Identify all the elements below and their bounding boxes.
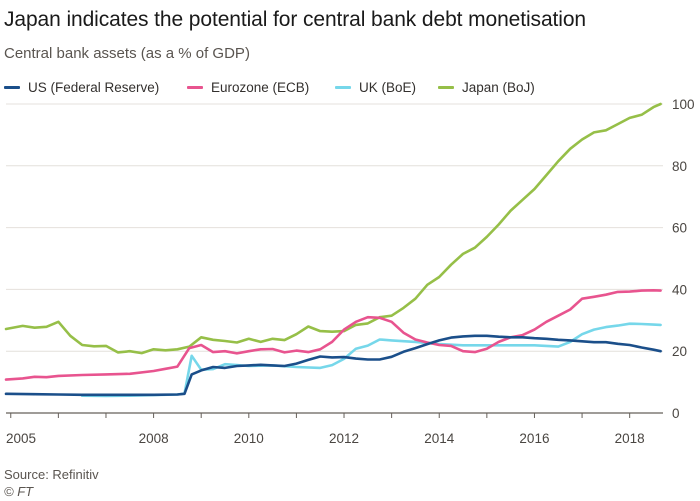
legend-swatch-eurozone (187, 86, 203, 89)
legend-swatch-japan (438, 86, 454, 89)
legend-label-uk: UK (BoE) (359, 80, 417, 95)
legend-label-japan: Japan (BoJ) (462, 80, 535, 95)
source-note: Source: Refinitiv (4, 467, 99, 482)
x-axis: 2005 2008 2010 2012 2014 2016 2018 (6, 412, 663, 446)
y-tick-label: 80 (672, 159, 687, 174)
x-tick-label: 2008 (139, 431, 169, 446)
legend-label-us: US (Federal Reserve) (28, 80, 160, 95)
legend-item-japan: Japan (BoJ) (438, 80, 535, 95)
x-tick-label: 2012 (329, 431, 359, 446)
x-tick-label: 2018 (615, 431, 645, 446)
y-tick-label: 0 (672, 406, 680, 421)
series-line-uk-boe (80, 322, 662, 398)
legend-item-uk: UK (BoE) (335, 80, 416, 95)
series-line-japan-boj (4, 102, 662, 355)
series-line-us-federal-reserve (4, 334, 662, 397)
series-line-eurozone-ecb (4, 289, 662, 381)
chart-subtitle: Central bank assets (as a % of GDP) (4, 45, 250, 62)
y-axis-labels: 0 20 40 60 80 100 (672, 97, 695, 421)
chart-title: Japan indicates the potential for centra… (4, 8, 586, 31)
x-tick-label: 2005 (6, 431, 36, 446)
x-tick-label: 2016 (519, 431, 549, 446)
x-tick-label: 2010 (234, 431, 264, 446)
legend-label-eurozone: Eurozone (ECB) (211, 80, 310, 95)
series-lines (4, 102, 662, 398)
y-tick-label: 20 (672, 344, 687, 359)
ft-credit: © FT (4, 484, 34, 499)
y-tick-label: 40 (672, 282, 687, 297)
legend-swatch-uk (335, 86, 351, 89)
y-tick-label: 100 (672, 97, 695, 112)
legend-swatch-us (4, 86, 20, 89)
legend-item-eurozone: Eurozone (ECB) (187, 80, 309, 95)
legend-item-us: US (Federal Reserve) (4, 80, 159, 95)
x-tick-label: 2014 (424, 431, 455, 446)
y-tick-label: 60 (672, 221, 687, 236)
gridlines (6, 103, 663, 352)
